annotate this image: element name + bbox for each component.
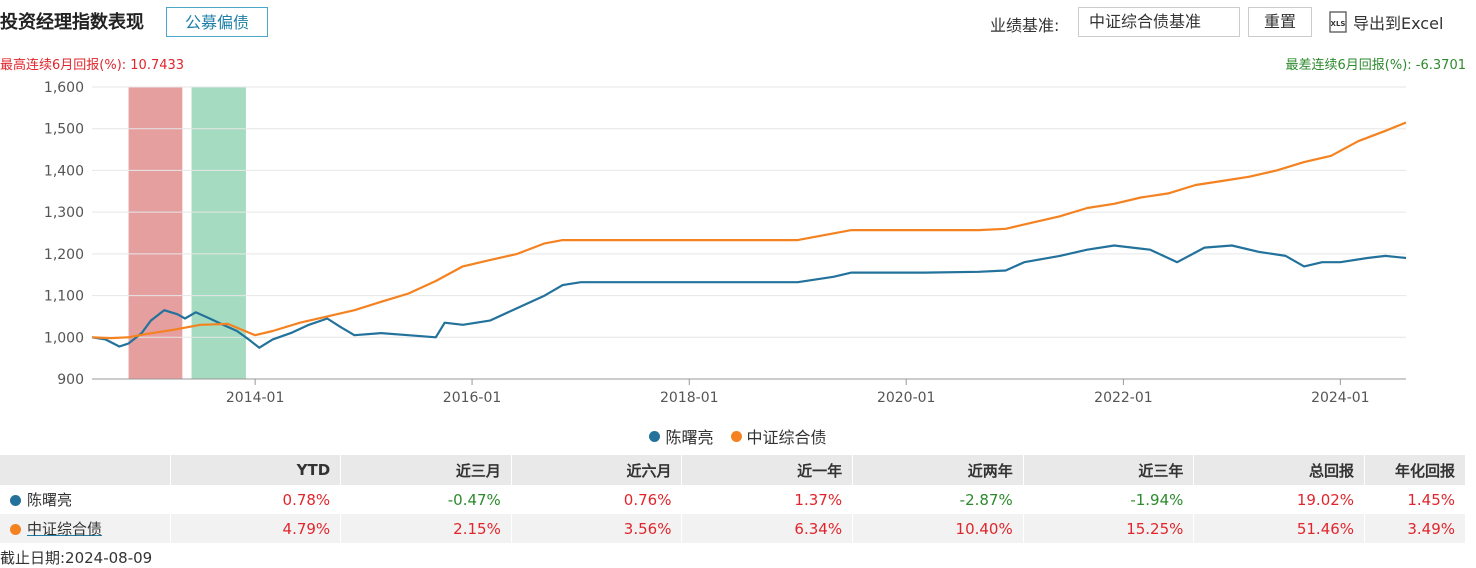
export-excel-button[interactable]: XLS 导出到Excel (1328, 10, 1443, 34)
y-tick-label: 900 (57, 372, 84, 388)
y-tick-label: 1,500 (44, 122, 84, 138)
table-cell: -2.87% (852, 485, 1024, 514)
export-label: 导出到Excel (1353, 14, 1444, 33)
x-tick-label: 2018-01 (660, 390, 719, 406)
col-header: 近两年 (852, 455, 1024, 485)
table-cell: 15.25% (1023, 514, 1195, 543)
y-tick-label: 1,400 (44, 163, 84, 179)
page-title: 投资经理指数表现 (0, 12, 144, 33)
returns-table: YTD 近三月 近六月 近一年 近两年 近三年 总回报 年化回报 陈曙亮 0.7… (0, 455, 1466, 543)
row-name: 陈曙亮 (0, 485, 171, 514)
col-header: 近一年 (681, 455, 854, 485)
y-tick-label: 1,100 (44, 289, 84, 305)
x-tick-label: 2022-01 (1094, 390, 1153, 406)
table-cell: -0.47% (340, 485, 512, 514)
table-cell: 3.49% (1364, 514, 1466, 543)
table-cell: 1.45% (1364, 485, 1466, 514)
series-dot (10, 495, 21, 506)
table-cell: 2.15% (340, 514, 512, 543)
series-line-benchmark (91, 121, 1407, 340)
x-tick-label: 2016-01 (443, 390, 502, 406)
table-row: 陈曙亮 0.78% -0.47% 0.76% 1.37% -2.87% -1.9… (0, 485, 1466, 514)
y-tick-label: 1,300 (44, 205, 84, 221)
series-dot (10, 524, 21, 535)
table-row: 中证综合债 4.79% 2.15% 3.56% 6.34% 10.40% 15.… (0, 514, 1466, 543)
benchmark-label: 业绩基准: (990, 16, 1060, 35)
legend-dot (730, 430, 742, 442)
x-tick-label: 2024-01 (1311, 390, 1370, 406)
table-cell: 10.40% (852, 514, 1024, 543)
col-header: 近三月 (340, 455, 512, 485)
xls-icon: XLS (1329, 11, 1347, 33)
legend-label: 中证综合债 (746, 428, 827, 447)
y-tick-label: 1,600 (44, 80, 84, 96)
category-tag-button[interactable]: 公募偏债 (166, 7, 268, 37)
reset-button[interactable]: 重置 (1248, 7, 1312, 37)
table-cell: 51.46% (1193, 514, 1366, 543)
table-cell: 1.37% (681, 485, 854, 514)
row-name: 中证综合债 (0, 514, 171, 543)
legend-item-benchmark[interactable]: 中证综合债 (730, 424, 827, 448)
table-cell: 4.79% (170, 514, 342, 543)
as-of-date: 截止日期:2024-08-09 (0, 549, 153, 567)
legend-item-manager[interactable]: 陈曙亮 (649, 424, 713, 448)
performance-chart: 900 1,000 1,100 1,200 1,300 1,400 1,500 1,600 2… (44, 80, 1407, 406)
row-name-label: 陈曙亮 (27, 491, 73, 509)
legend-label: 陈曙亮 (665, 428, 714, 447)
toolbar: 投资经理指数表现 公募偏债 业绩基准: 中证综合债基准 重置 XLS 导出到Ex… (0, 0, 1476, 46)
legend-dot (649, 430, 661, 442)
table-cell: 6.34% (681, 514, 854, 543)
table-cell: 0.76% (511, 485, 683, 514)
col-header: 近三年 (1023, 455, 1195, 485)
col-header: 近六月 (511, 455, 683, 485)
y-tick-label: 1,000 (44, 330, 84, 346)
table-cell: -1.94% (1023, 485, 1195, 514)
series-line-manager (91, 244, 1407, 349)
chart-legend: 陈曙亮 中证综合债 (0, 424, 1476, 448)
col-header: YTD (170, 455, 342, 485)
x-tick-label: 2014-01 (226, 390, 285, 406)
x-tick-label: 2020-01 (877, 390, 936, 406)
best-6m-return: 最高连续6月回报(%): 10.7433 (0, 58, 185, 73)
worst-period-band (191, 87, 246, 379)
row-name-label[interactable]: 中证综合债 (27, 520, 103, 538)
col-header: 总回报 (1193, 455, 1366, 485)
svg-text:XLS: XLS (1331, 20, 1346, 28)
table-cell: 19.02% (1193, 485, 1366, 514)
benchmark-select[interactable]: 中证综合债基准 (1078, 7, 1240, 37)
col-header: 年化回报 (1364, 455, 1466, 485)
header-name-col (0, 455, 171, 485)
table-header-row: YTD 近三月 近六月 近一年 近两年 近三年 总回报 年化回报 (0, 455, 1466, 485)
y-tick-label: 1,200 (44, 247, 84, 263)
table-cell: 3.56% (511, 514, 683, 543)
worst-6m-return: 最差连续6月回报(%): -6.3701 (1285, 58, 1466, 73)
table-cell: 0.78% (170, 485, 342, 514)
